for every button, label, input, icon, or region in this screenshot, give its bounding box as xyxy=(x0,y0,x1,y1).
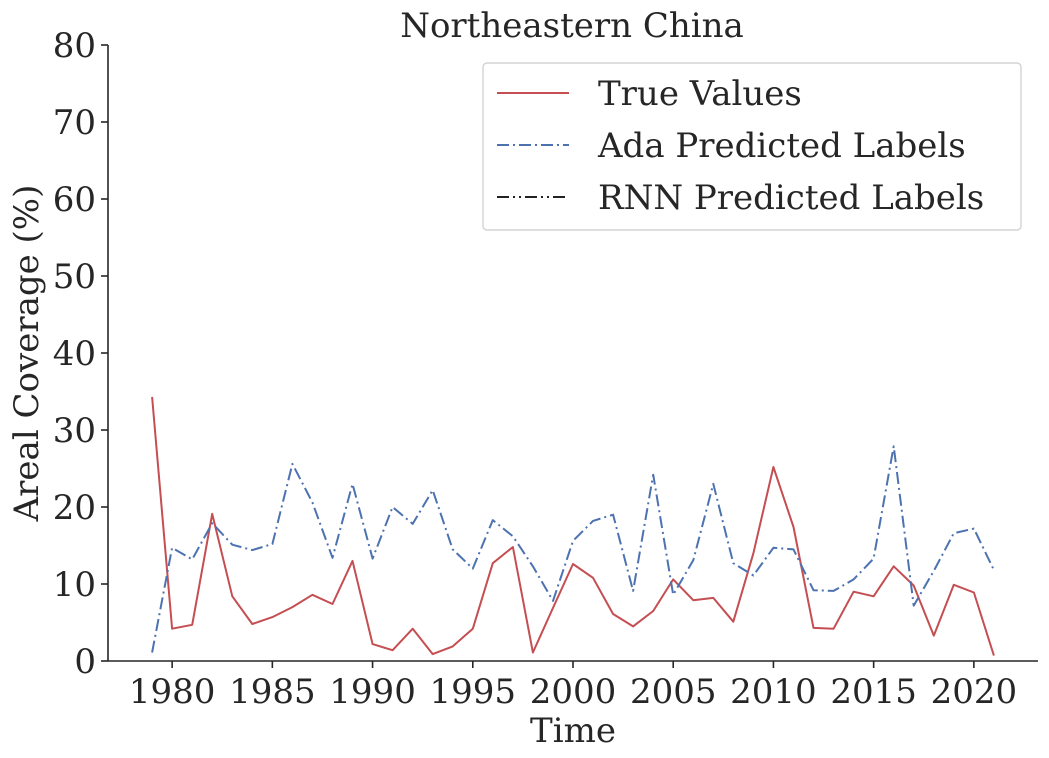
legend: True Values Ada Predicted Labels RNN Predi… xyxy=(482,62,1022,231)
y-tick-label: 10 xyxy=(53,565,96,605)
y-tick-label: 0 xyxy=(74,642,96,682)
x-tick-label: 2010 xyxy=(730,672,817,712)
y-tick-label: 40 xyxy=(53,334,96,374)
y-tick-label: 60 xyxy=(53,180,96,220)
x-axis-label: Time xyxy=(530,711,616,751)
y-tick-label: 20 xyxy=(53,488,96,528)
x-tick-label: 2000 xyxy=(530,672,617,712)
legend-label: True Values xyxy=(598,74,802,114)
y-ticks: 0 10 20 30 40 50 60 70 80 xyxy=(53,26,108,682)
chart-title: Northeastern China xyxy=(400,6,744,46)
y-axis-label: Areal Coverage (%) xyxy=(7,185,47,523)
y-tick-label: 70 xyxy=(53,103,96,143)
plot-lines xyxy=(151,396,995,656)
x-tick-label: 2005 xyxy=(630,672,717,712)
legend-label: Ada Predicted Labels xyxy=(597,126,966,166)
y-tick-label: 30 xyxy=(53,411,96,451)
x-tick-label: 1990 xyxy=(329,672,416,712)
x-tick-label: 1995 xyxy=(430,672,517,712)
legend-label: RNN Predicted Labels xyxy=(598,178,984,218)
x-tick-label: 2015 xyxy=(830,672,917,712)
y-tick-label: 80 xyxy=(53,26,96,66)
series-line-0 xyxy=(151,396,995,656)
x-ticks: 1980 1985 1990 1995 2000 2005 2010 2015 2020 xyxy=(129,661,1017,712)
y-tick-label: 50 xyxy=(53,257,96,297)
legend-frame xyxy=(482,62,1022,231)
series-line-1 xyxy=(151,445,995,653)
x-tick-label: 1985 xyxy=(229,672,316,712)
x-tick-label: 2020 xyxy=(931,672,1018,712)
x-tick-label: 1980 xyxy=(129,672,216,712)
